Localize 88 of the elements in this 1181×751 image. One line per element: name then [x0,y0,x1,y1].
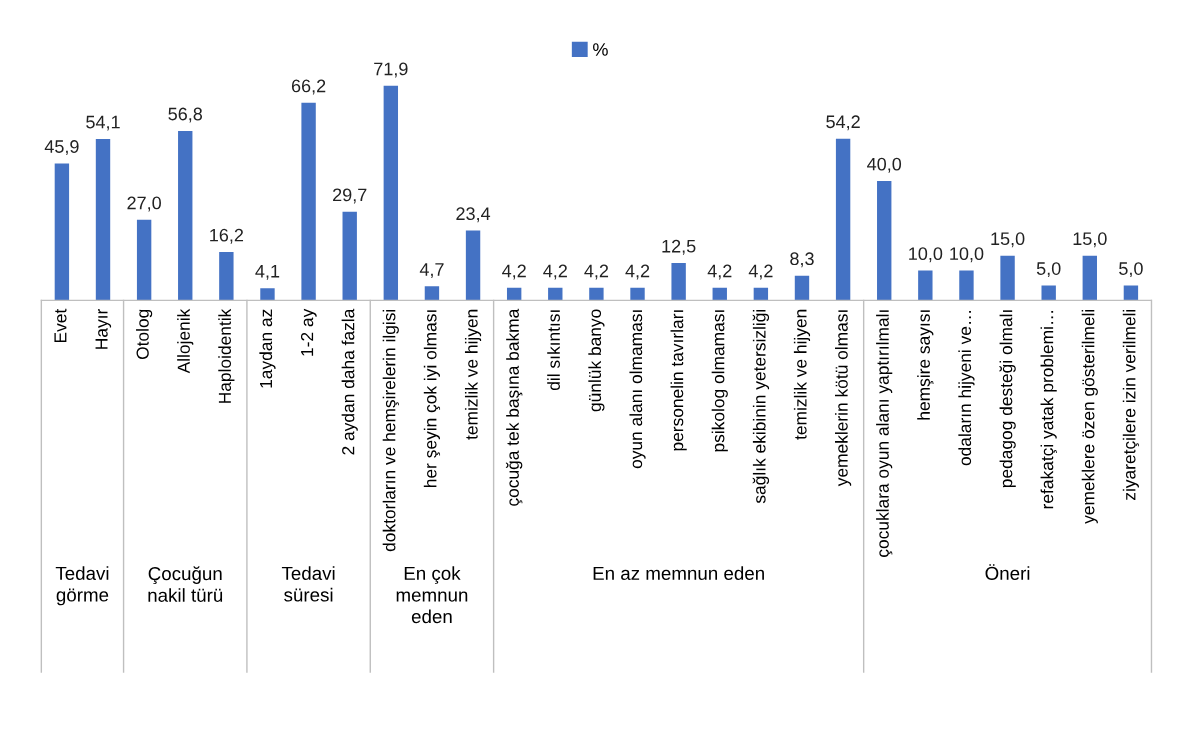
data-label: 29,7 [333,188,367,204]
x-tick-label: Otolog [136,309,153,360]
data-label: 4,7 [419,263,444,278]
data-label: 27,0 [127,196,161,212]
text: Tedavi süresi [281,566,335,602]
x-tick-label: hemşire sayısı [917,310,934,420]
data-label: 56,8 [168,107,203,123]
bar [506,287,522,301]
bar [1082,255,1097,301]
text: Çocuğun nakil türü [148,566,223,602]
x-tick-label: 1-2 ay [300,308,317,356]
bar [301,102,316,301]
x-tick-label: psikolog olmaması [711,310,728,452]
data-label: 15,0 [991,232,1025,248]
bar [219,252,234,301]
x-tick-label: doktorların ve hemşirelerin ilgisi [382,309,399,552]
data-label: 4,2 [584,264,609,280]
x-tick-label: her şeyin çok iyi olması [423,310,441,487]
x-tick-label: Hayır [95,309,112,349]
bar [630,287,645,301]
text: En çok memnun eden [396,566,468,624]
x-tick-label: yemeklere özen gösterilmeli [1081,309,1098,524]
data-label: 23,4 [456,207,491,223]
bar [424,286,440,301]
text: Tedavi görme [55,566,109,606]
x-tick-label: pedagog desteği olmalı [999,310,1016,488]
x-tick-label: oyun alanı olmaması [629,310,646,469]
x-tick-label: personelin tavırları [670,310,687,451]
x-tick-label: temizlik ve hijyen [793,309,811,440]
bar [753,287,769,301]
text: Öneri [985,564,1030,581]
bar [260,288,275,301]
data-label: 40,0 [867,157,902,173]
data-label: 54,1 [86,115,120,131]
data-label: 4,1 [255,265,280,280]
bar [465,230,481,301]
x-tick-label: 2 aydan daha fazla [341,308,358,455]
data-label: 5,0 [1119,262,1143,278]
data-label: 15,0 [1073,232,1107,248]
data-label: 8,3 [790,252,814,268]
data-label: 54,2 [826,115,860,131]
bar [383,85,399,301]
data-label: 66,2 [291,79,326,95]
legend-label: % [593,43,608,56]
bar [1123,285,1139,301]
data-label: 4,2 [748,264,773,280]
data-label: 4,2 [543,264,567,280]
data-label: 4,2 [625,264,650,280]
data-label: 10,0 [950,247,984,263]
data-label: 4,2 [502,264,526,280]
text: En az memnun eden [593,566,764,581]
bar [918,270,933,301]
x-tick-label: Evet [54,308,67,343]
x-tick-label: odaların hijyeni ve… [958,311,975,466]
bar [136,219,152,301]
bar [548,287,563,301]
data-label: 10,0 [909,247,943,263]
bar [794,275,810,301]
bar [589,287,604,301]
data-label: 45,9 [44,140,79,156]
x-tick-label: temizlik ve hijyen [464,309,482,440]
bar [671,263,686,301]
bar [178,130,193,301]
x-tick-label: dil sıkıntısı [547,310,560,391]
bar [1041,285,1056,301]
bar [54,163,70,301]
x-tick-label: sağlık ekibinin yetersizliği [752,309,770,504]
x-tick-label: Allojenik [177,308,194,374]
bar [95,138,111,301]
x-tick-label: yemeklerin kötü olması [835,310,852,487]
x-tick-label: çocuklara oyun alanı yaptırılmalı [876,310,893,557]
data-label: 5,0 [1036,262,1061,278]
bar [877,181,892,301]
x-tick-label: refakatçi yatak problemi… [1040,311,1057,509]
bar [342,211,357,301]
data-label: 12,5 [662,239,696,255]
bar [712,287,727,301]
x-tick-label: 1aydan az [259,309,276,388]
data-label: 4,2 [707,264,732,280]
x-tick-label: çocuğa tek başına bakma [505,308,523,506]
x-tick-label: ziyaretçilere izin verilmeli [1122,309,1140,500]
x-tick-label: Haploidentik [218,308,235,403]
x-tick-label: günlük banyo [588,309,605,412]
data-label: 71,9 [374,62,408,78]
data-label: 16,2 [210,228,244,244]
bar [1000,255,1015,301]
bar [835,138,851,301]
bar [959,270,974,301]
